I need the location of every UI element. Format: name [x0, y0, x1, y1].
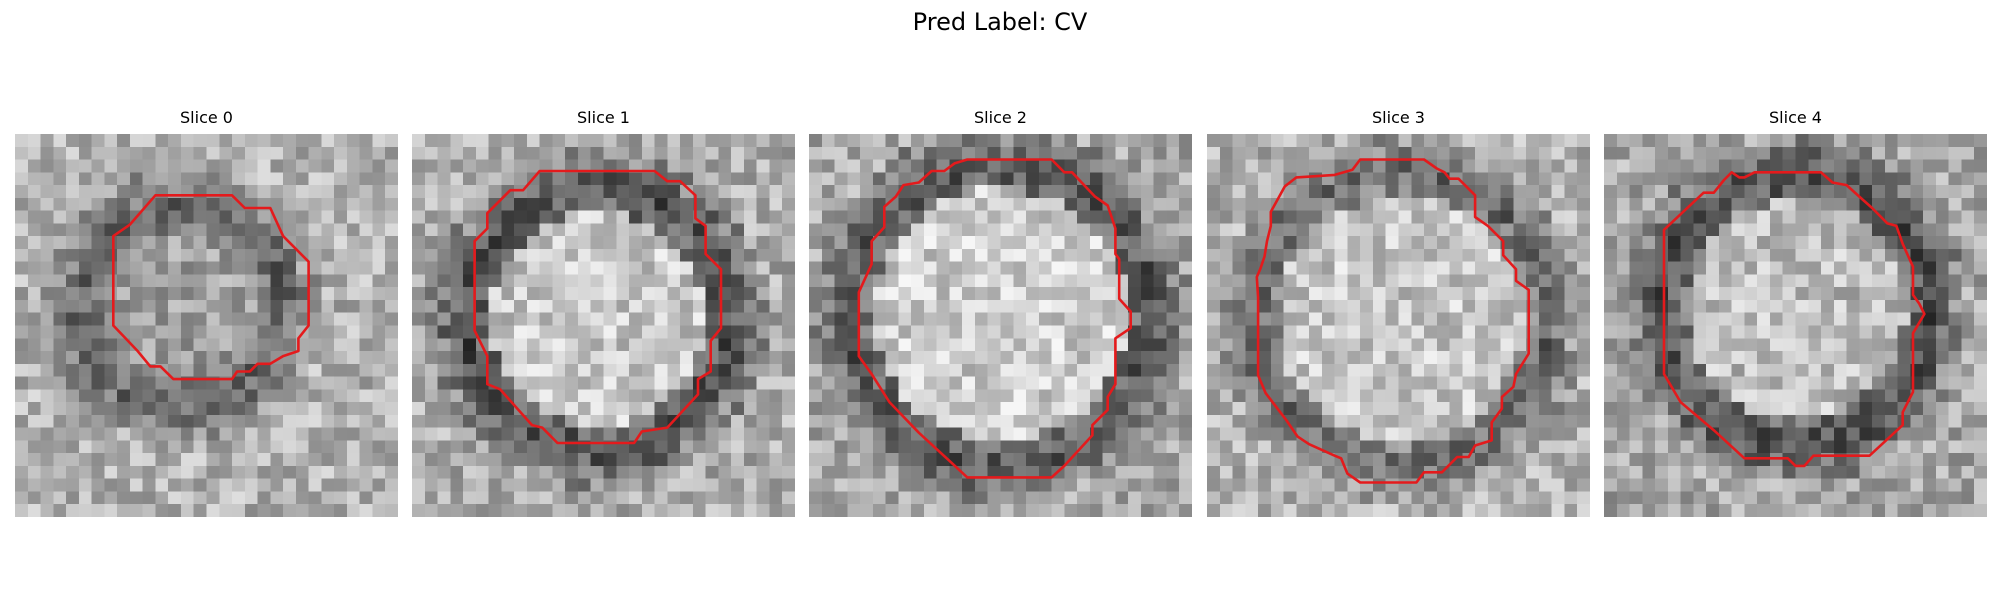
slice-title: Slice 4 [1769, 108, 1822, 127]
slice-image [1207, 134, 1590, 517]
slice-panel-3: Slice 3 [1207, 108, 1590, 517]
slice-panel-1: Slice 1 [412, 108, 795, 517]
contour-outline [473, 169, 723, 445]
slice-panel-2: Slice 2 [809, 108, 1192, 517]
slice-image [1604, 134, 1987, 517]
slice-image [809, 134, 1192, 517]
slice-panel-0: Slice 0 [15, 108, 398, 517]
contour-outline [112, 193, 310, 381]
figure-title: Pred Label: CV [912, 8, 1088, 36]
slice-title: Slice 2 [974, 108, 1027, 127]
slice-title: Slice 1 [577, 108, 630, 127]
contour-outline [857, 158, 1133, 479]
slice-panel-4: Slice 4 [1604, 108, 1987, 517]
slice-image [412, 134, 795, 517]
contour-outline [1662, 170, 1926, 468]
contour-outline [1255, 158, 1531, 484]
slice-title: Slice 3 [1372, 108, 1425, 127]
slice-image [15, 134, 398, 517]
slice-title: Slice 0 [180, 108, 233, 127]
